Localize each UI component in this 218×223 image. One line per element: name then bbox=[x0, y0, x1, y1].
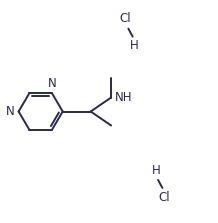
Text: Cl: Cl bbox=[158, 191, 170, 204]
Text: H: H bbox=[129, 39, 138, 52]
Text: N: N bbox=[6, 105, 15, 118]
Text: Cl: Cl bbox=[119, 12, 131, 25]
Text: N: N bbox=[48, 77, 56, 90]
Text: H: H bbox=[152, 164, 161, 177]
Text: NH: NH bbox=[114, 91, 132, 104]
